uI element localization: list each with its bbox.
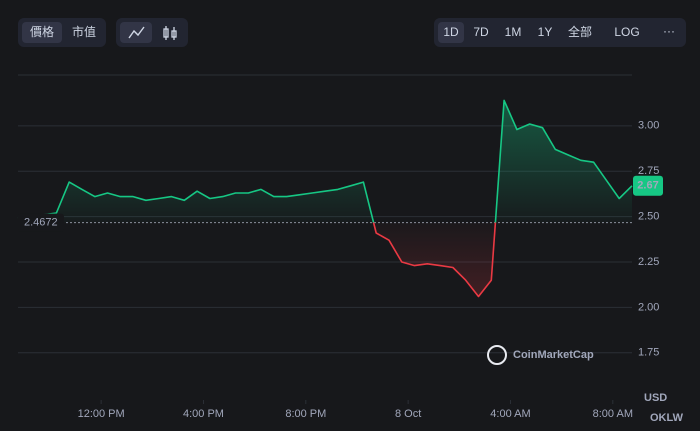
y-tick-label: 1.75	[638, 347, 659, 359]
price-line	[17, 99, 633, 298]
more-button[interactable]: ···	[663, 24, 675, 38]
view-active	[22, 22, 62, 43]
line-icon	[128, 26, 145, 39]
baseline-label: 2.4672	[24, 216, 58, 228]
range-button[interactable]: 1M	[505, 25, 522, 39]
range-button[interactable]: 全部	[568, 24, 592, 39]
range-button[interactable]: LOG	[614, 25, 639, 39]
range-active	[438, 22, 464, 43]
x-tick-label: 12:00 PM	[78, 408, 125, 420]
y-tick-label: 2.25	[638, 256, 659, 268]
price-area	[18, 100, 632, 297]
y-tick-label: 3.00	[638, 120, 659, 132]
currency-label: USD	[644, 392, 667, 404]
x-tick-label: 4:00 AM	[490, 408, 530, 420]
y-tick-label: 2.75	[638, 165, 659, 177]
site-mark: OKLW	[650, 412, 684, 424]
baseline-tag	[18, 213, 64, 232]
x-tick-label: 8 Oct	[395, 408, 421, 420]
view-button[interactable]: 市值	[72, 24, 96, 39]
range-button[interactable]: 1Y	[538, 25, 553, 39]
candle-icon[interactable]	[163, 26, 177, 40]
last-price-tag	[633, 175, 663, 196]
x-tick-label: 8:00 PM	[285, 408, 326, 420]
range-button[interactable]: 7D	[473, 25, 489, 39]
x-tick-label: 8:00 AM	[593, 408, 633, 420]
last-price-label: 2.67	[637, 180, 658, 192]
range-button[interactable]: 1D	[443, 25, 459, 39]
y-tick-label: 2.00	[638, 301, 659, 313]
view-button[interactable]: 價格	[30, 24, 54, 39]
x-tick-label: 4:00 PM	[183, 408, 224, 420]
logo	[487, 345, 507, 365]
y-tick-label: 2.50	[638, 211, 659, 223]
watermark: CoinMarketCap	[513, 349, 594, 361]
range-toggle	[434, 18, 686, 47]
